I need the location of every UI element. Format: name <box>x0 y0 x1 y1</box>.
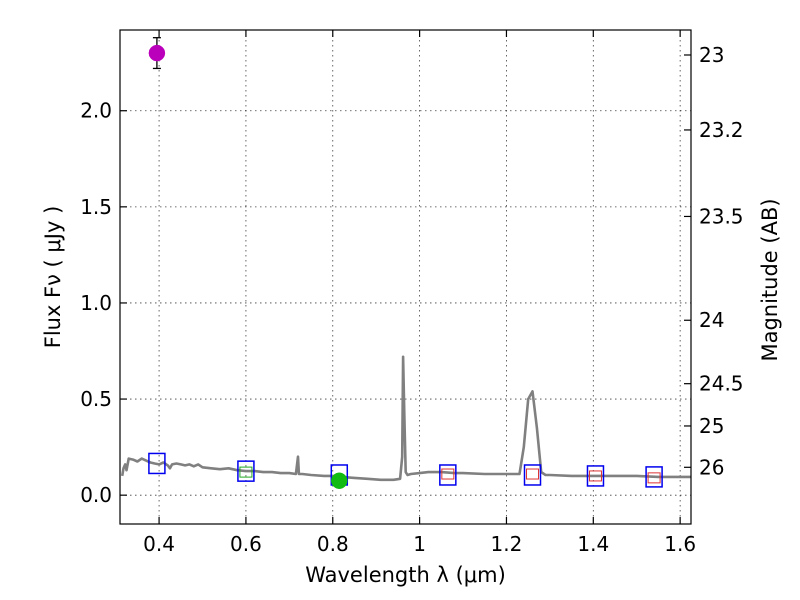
upper-limit-marker <box>588 470 602 482</box>
plot-frame <box>119 29 692 525</box>
model-photometry-marker <box>148 452 166 475</box>
y2-tick-label: 23 <box>699 43 724 67</box>
y2-tick-label: 26 <box>699 455 724 479</box>
observed-point <box>331 472 348 490</box>
axes: 0.4 0.6 0.8 1 1.2 1.4 1.6 0.0 0.5 1.0 1.5 2.0 23 23.2… <box>80 30 744 556</box>
y-axis-title: Flux Fν ( μJy ) <box>41 206 65 349</box>
observed-point <box>148 44 166 62</box>
upper-limit-marker <box>441 468 455 480</box>
y2-tick-label: 24 <box>699 308 724 332</box>
plot-data <box>120 37 691 490</box>
y-tick-label: 1.5 <box>80 195 112 219</box>
x-tick-label: 0.6 <box>230 532 262 556</box>
x-axis-title: Wavelength λ (μm) <box>305 563 506 587</box>
y2-tick-label: 23.5 <box>699 204 744 228</box>
x-tick-label: 0.4 <box>143 532 175 556</box>
x-tick-label: 1.2 <box>491 532 523 556</box>
model-photometry-marker <box>439 464 457 486</box>
y-tick-label: 0.0 <box>80 483 112 507</box>
model-photometry-marker <box>645 466 663 488</box>
y2-axis-title: Magnitude (AB) <box>758 198 782 361</box>
y-tick-label: 0.5 <box>80 387 112 411</box>
model-photometry-marker <box>237 460 255 482</box>
model-spectrum-line <box>120 355 691 482</box>
x-tick-label: 1.6 <box>664 532 696 556</box>
y-tick-label: 2.0 <box>80 99 112 123</box>
model-photometry-marker <box>586 465 605 487</box>
grid <box>120 30 691 524</box>
y2-tick-label: 25 <box>699 414 724 438</box>
upper-limit-marker <box>526 468 540 480</box>
y2-tick-label: 23.2 <box>699 118 744 142</box>
x-tick-label: 1.4 <box>577 532 609 556</box>
model-photometry-marker <box>523 464 542 486</box>
upper-limit-marker <box>647 472 661 484</box>
upper-limit-marker <box>239 466 253 478</box>
x-tick-label: 1 <box>413 532 426 556</box>
y-tick-label: 1.0 <box>80 291 112 315</box>
x-tick-label: 0.8 <box>317 532 349 556</box>
y2-tick-label: 24.5 <box>699 372 744 396</box>
